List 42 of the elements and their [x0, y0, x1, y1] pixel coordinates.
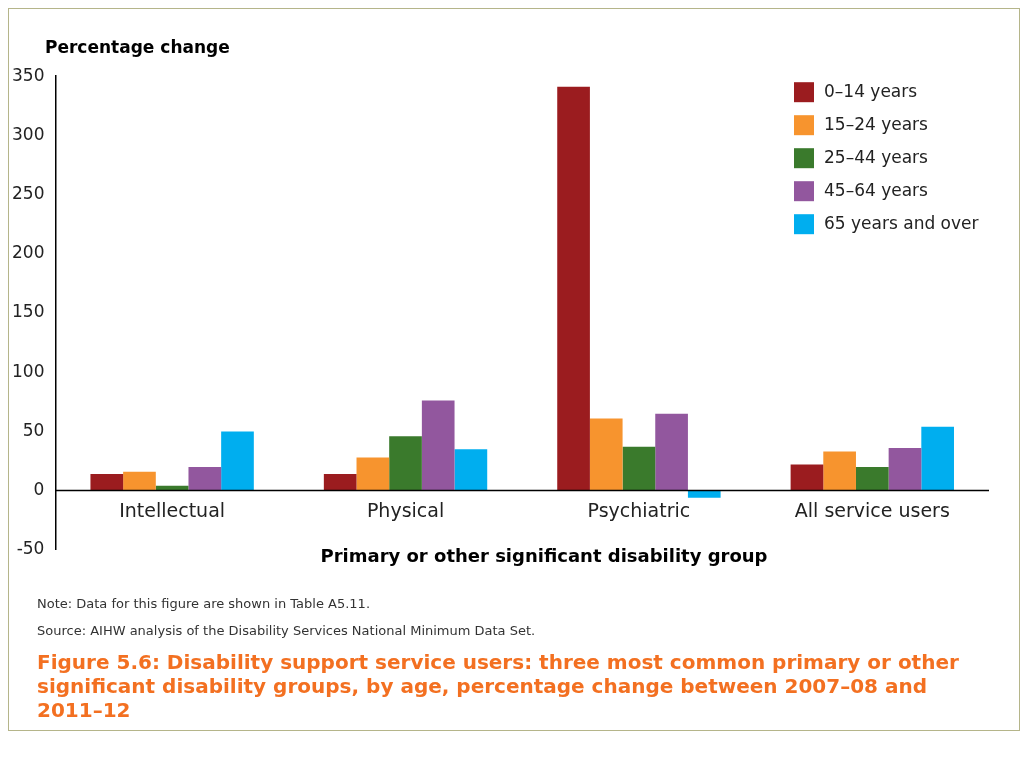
bar: [454, 449, 488, 491]
bar: [323, 474, 357, 491]
y-tick-label: 100: [11, 360, 45, 381]
bar: [188, 466, 222, 491]
bar: [655, 413, 688, 491]
bar: [123, 471, 156, 491]
bar: [421, 400, 455, 491]
y-tick-label: 150: [11, 301, 45, 322]
legend-label: 65 years and over: [824, 212, 979, 233]
legend-label: 45–64 years: [824, 179, 929, 200]
y-tick-label: 200: [11, 242, 45, 263]
y-axis-title: Percentage change: [45, 37, 231, 57]
x-tick-label: Physical: [366, 498, 445, 521]
text: Note: Data for this figure are shown in Table A5.11.: [37, 596, 372, 611]
bar: [557, 86, 590, 491]
bar: [823, 451, 856, 491]
bar: [589, 418, 623, 491]
x-tick-label: All service users: [794, 498, 950, 521]
bar: [389, 436, 422, 491]
bar: [622, 446, 656, 491]
y-tick-label: 300: [11, 123, 45, 144]
y-tick-label: 250: [11, 183, 45, 204]
y-tick-label: 350: [11, 64, 45, 85]
x-tick-label: Intellectual: [119, 498, 226, 521]
y-tick-label: 0: [33, 479, 45, 500]
bar: [90, 474, 124, 491]
legend-label: 0–14 years: [824, 80, 918, 101]
text: Figure 5.6: Disability support service users: three most common primary or other significant disability groups, by age, percentage change between 2007–08 and 2011–12: [37, 650, 960, 722]
bar: [356, 457, 390, 491]
legend-label: 15–24 years: [824, 113, 929, 134]
bar: [221, 431, 254, 491]
bar: [855, 466, 889, 491]
legend-label: 25–44 years: [824, 146, 929, 167]
bar: [790, 464, 824, 491]
bar: [921, 426, 954, 491]
x-axis-title: Primary or other significant disability group: [320, 545, 768, 566]
y-tick-label: 50: [22, 419, 45, 440]
y-tick-label: -50: [16, 538, 45, 559]
bar: [888, 447, 922, 491]
x-tick-label: Psychiatric: [587, 498, 691, 521]
bar: [687, 490, 721, 498]
source-note: Source: AIHW analysis of the Disability Services National Minimum Data Set.: [37, 623, 537, 638]
